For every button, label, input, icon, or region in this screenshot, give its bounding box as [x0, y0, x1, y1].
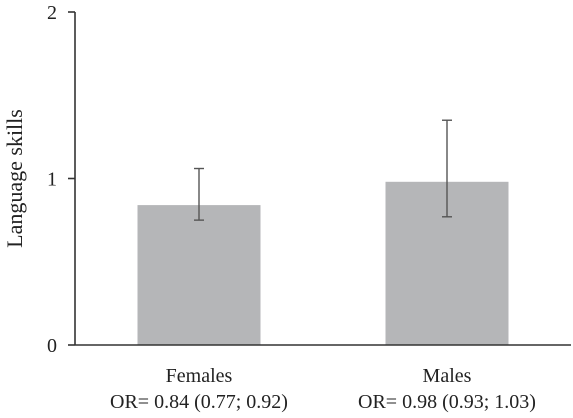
- labels-layer: Females OR= 0.84 (0.77; 0.92) Males OR= 0.9…: [2, 2, 536, 413]
- category-label-females: Females: [166, 365, 233, 387]
- bar-females: [137, 205, 261, 345]
- y-tick-label-2: 2: [47, 2, 57, 24]
- y-axis-title: Language skills: [2, 109, 27, 248]
- category-label-males: Males: [423, 365, 472, 387]
- category-sublabel-males: OR= 0.98 (0.93; 1.03): [358, 391, 536, 413]
- axes-layer: [68, 11, 571, 346]
- error-bars-layer: [194, 119, 452, 221]
- bars-layer: [137, 181, 509, 345]
- y-tick-label-1: 1: [47, 169, 57, 191]
- y-tick-label-0: 0: [47, 335, 57, 357]
- category-sublabel-females: OR= 0.84 (0.77; 0.92): [110, 391, 288, 413]
